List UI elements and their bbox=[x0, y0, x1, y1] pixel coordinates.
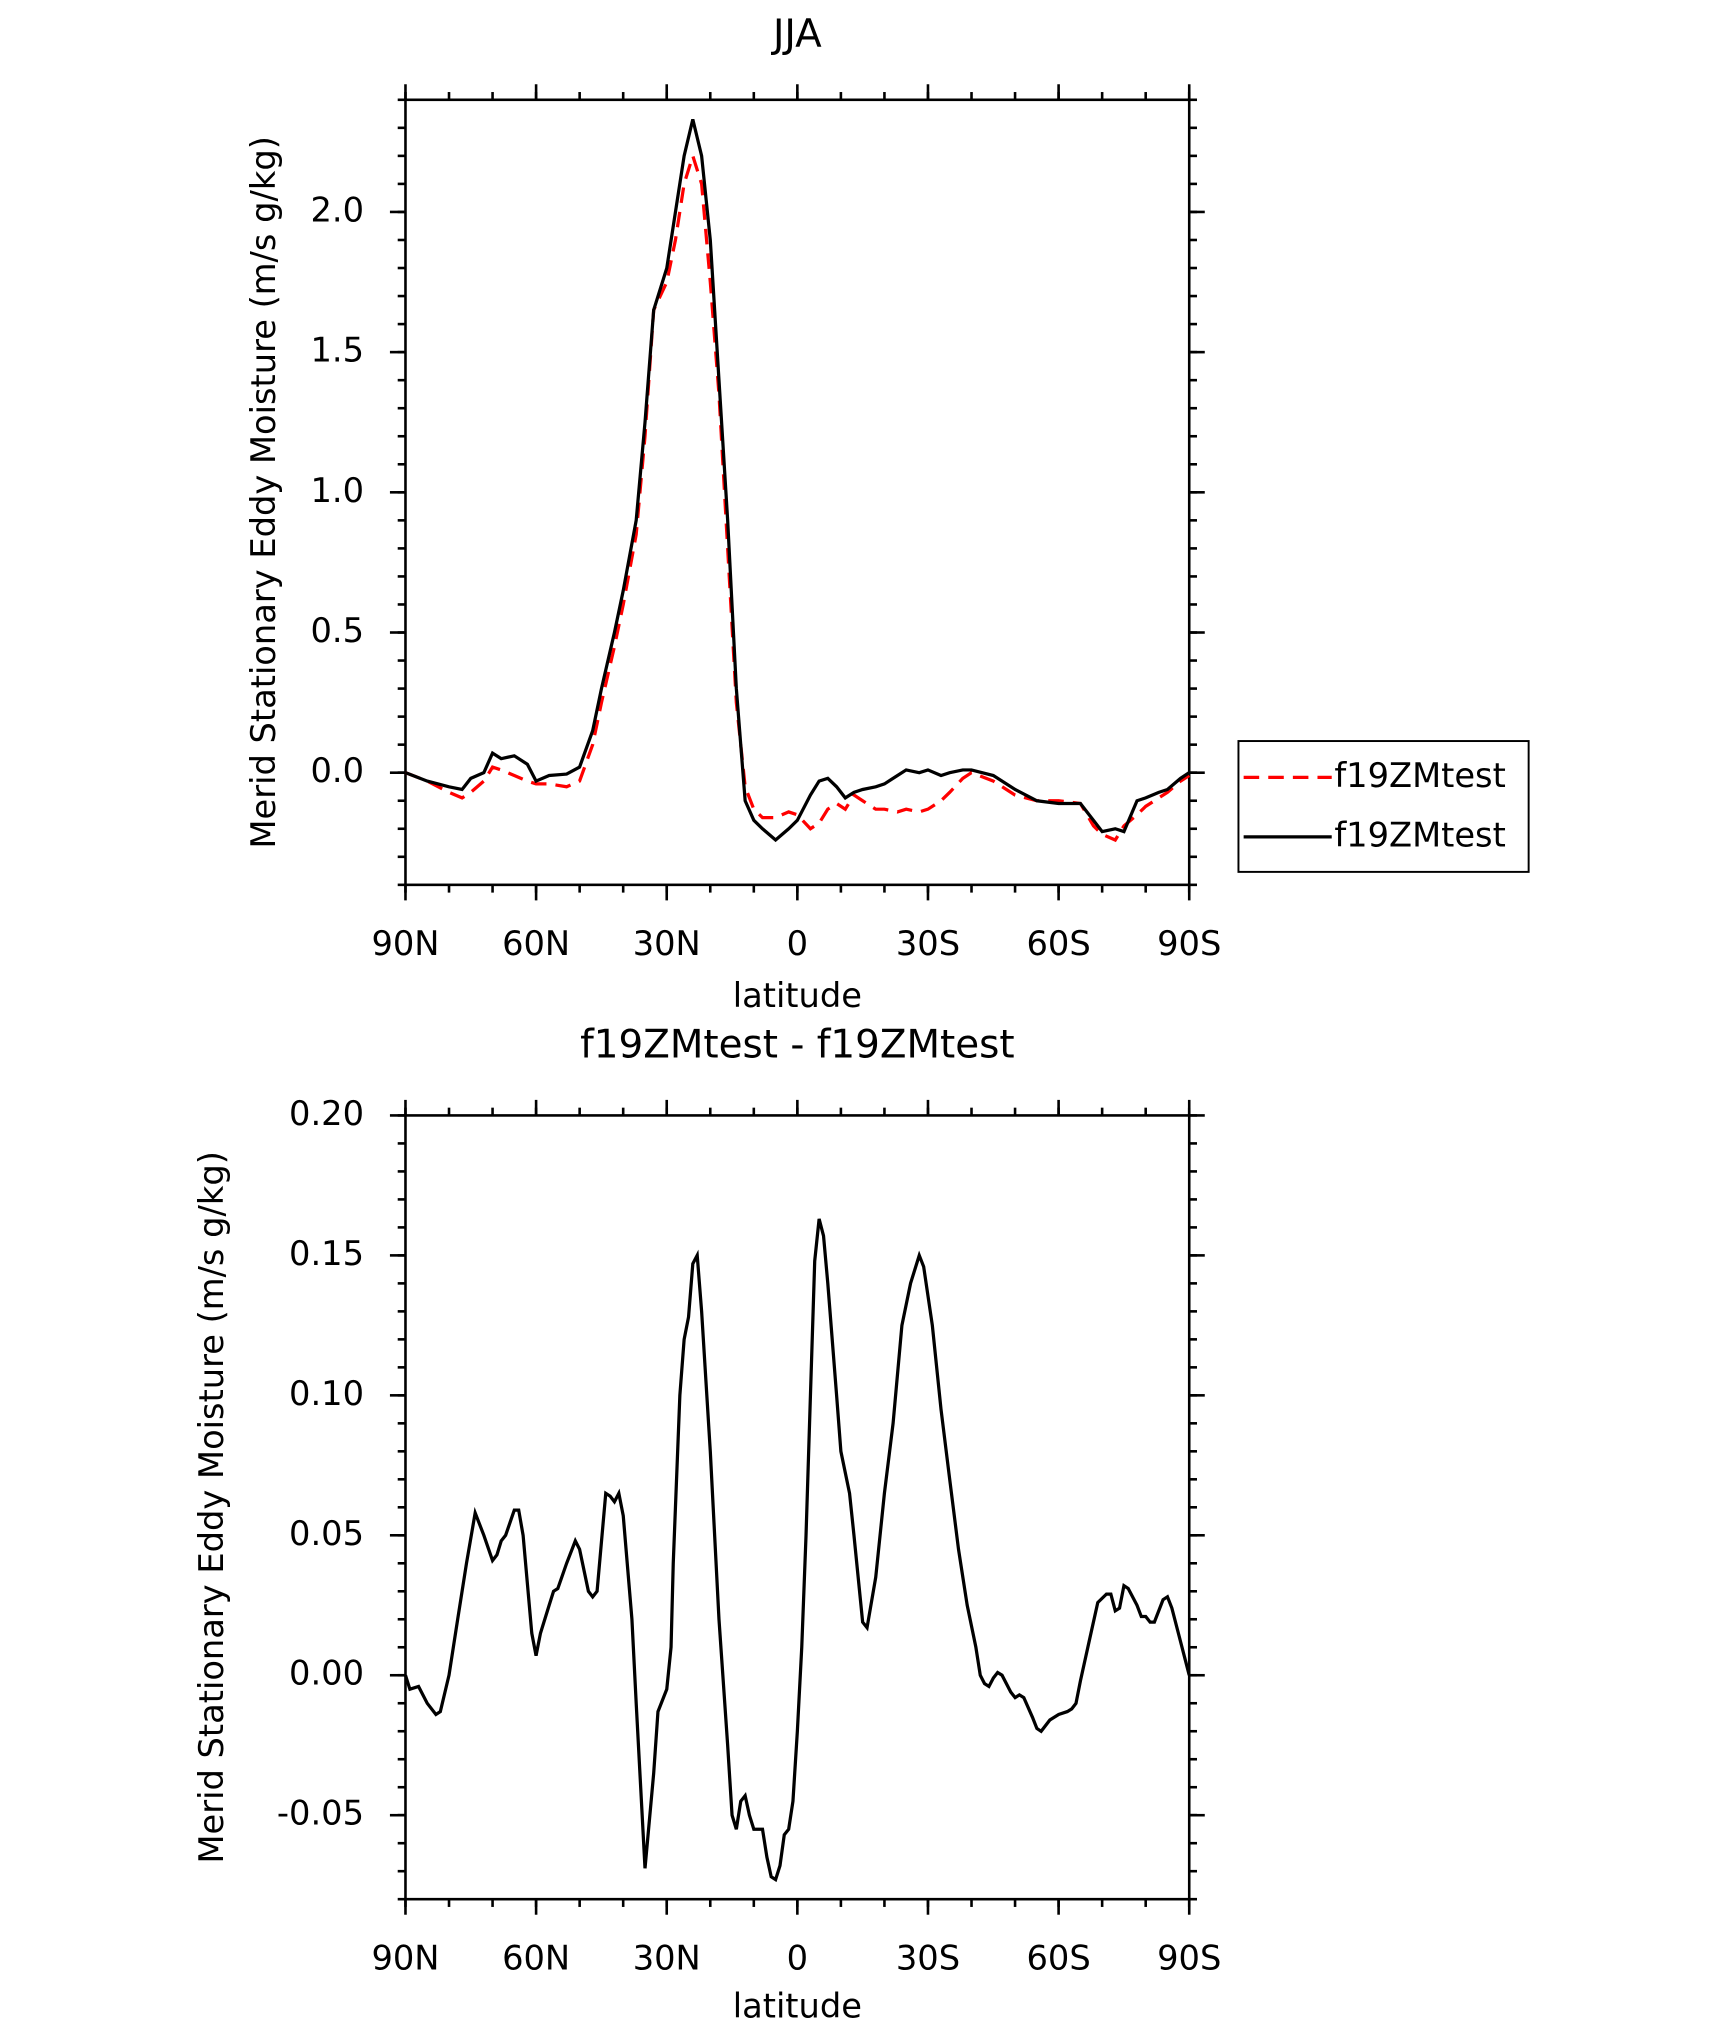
y-tick-label: 0.15 bbox=[289, 1234, 364, 1273]
x-tick-label: 30S bbox=[896, 924, 960, 963]
data-line bbox=[404, 150, 1191, 843]
x-tick-label: 60N bbox=[502, 924, 570, 963]
y-axis-label: Merid Stationary Eddy Moisture (m/s g/kg… bbox=[244, 136, 283, 848]
x-axis-label: latitude bbox=[733, 976, 862, 1015]
x-tick-label: 0 bbox=[787, 924, 808, 963]
x-tick-label: 90N bbox=[371, 1939, 439, 1978]
y-tick-label: 2.0 bbox=[310, 190, 364, 229]
y-tick-label: 0.0 bbox=[310, 751, 364, 790]
y-tick-label: 0.00 bbox=[289, 1654, 364, 1693]
legend-label: f19ZMtest bbox=[1334, 815, 1505, 854]
chart-title: JJA bbox=[770, 12, 822, 57]
y-tick-label: 0.5 bbox=[310, 611, 364, 650]
y-tick-label: 0.10 bbox=[289, 1374, 364, 1413]
y-axis-label: Merid Stationary Eddy Moisture (m/s g/kg… bbox=[192, 1151, 231, 1863]
y-tick-label: 0.05 bbox=[289, 1514, 364, 1553]
x-tick-label: 60S bbox=[1026, 924, 1090, 963]
x-tick-label: 90S bbox=[1157, 924, 1221, 963]
y-tick-label: -0.05 bbox=[277, 1794, 364, 1833]
x-tick-label: 60N bbox=[502, 1939, 570, 1978]
legend-box bbox=[1237, 740, 1530, 873]
x-tick-label: 30S bbox=[896, 1939, 960, 1978]
x-axis-label: latitude bbox=[733, 1987, 862, 2021]
chart-title: f19ZMtest - f19ZMtest bbox=[580, 1022, 1015, 1067]
plot-frame bbox=[404, 1114, 1191, 1901]
data-line bbox=[404, 118, 1191, 843]
y-tick-label: 0.20 bbox=[289, 1094, 364, 1133]
legend-label: f19ZMtest bbox=[1334, 756, 1505, 795]
x-tick-label: 60S bbox=[1026, 1939, 1090, 1978]
plot-frame bbox=[404, 98, 1191, 887]
y-tick-label: 1.5 bbox=[310, 331, 364, 370]
x-tick-label: 30N bbox=[633, 1939, 701, 1978]
data-line bbox=[403, 1218, 1191, 1883]
y-tick-label: 1.0 bbox=[310, 471, 364, 510]
x-tick-label: 90N bbox=[371, 924, 439, 963]
x-tick-label: 30N bbox=[633, 924, 701, 963]
x-tick-label: 90S bbox=[1157, 1939, 1221, 1978]
x-tick-label: 0 bbox=[787, 1939, 808, 1978]
